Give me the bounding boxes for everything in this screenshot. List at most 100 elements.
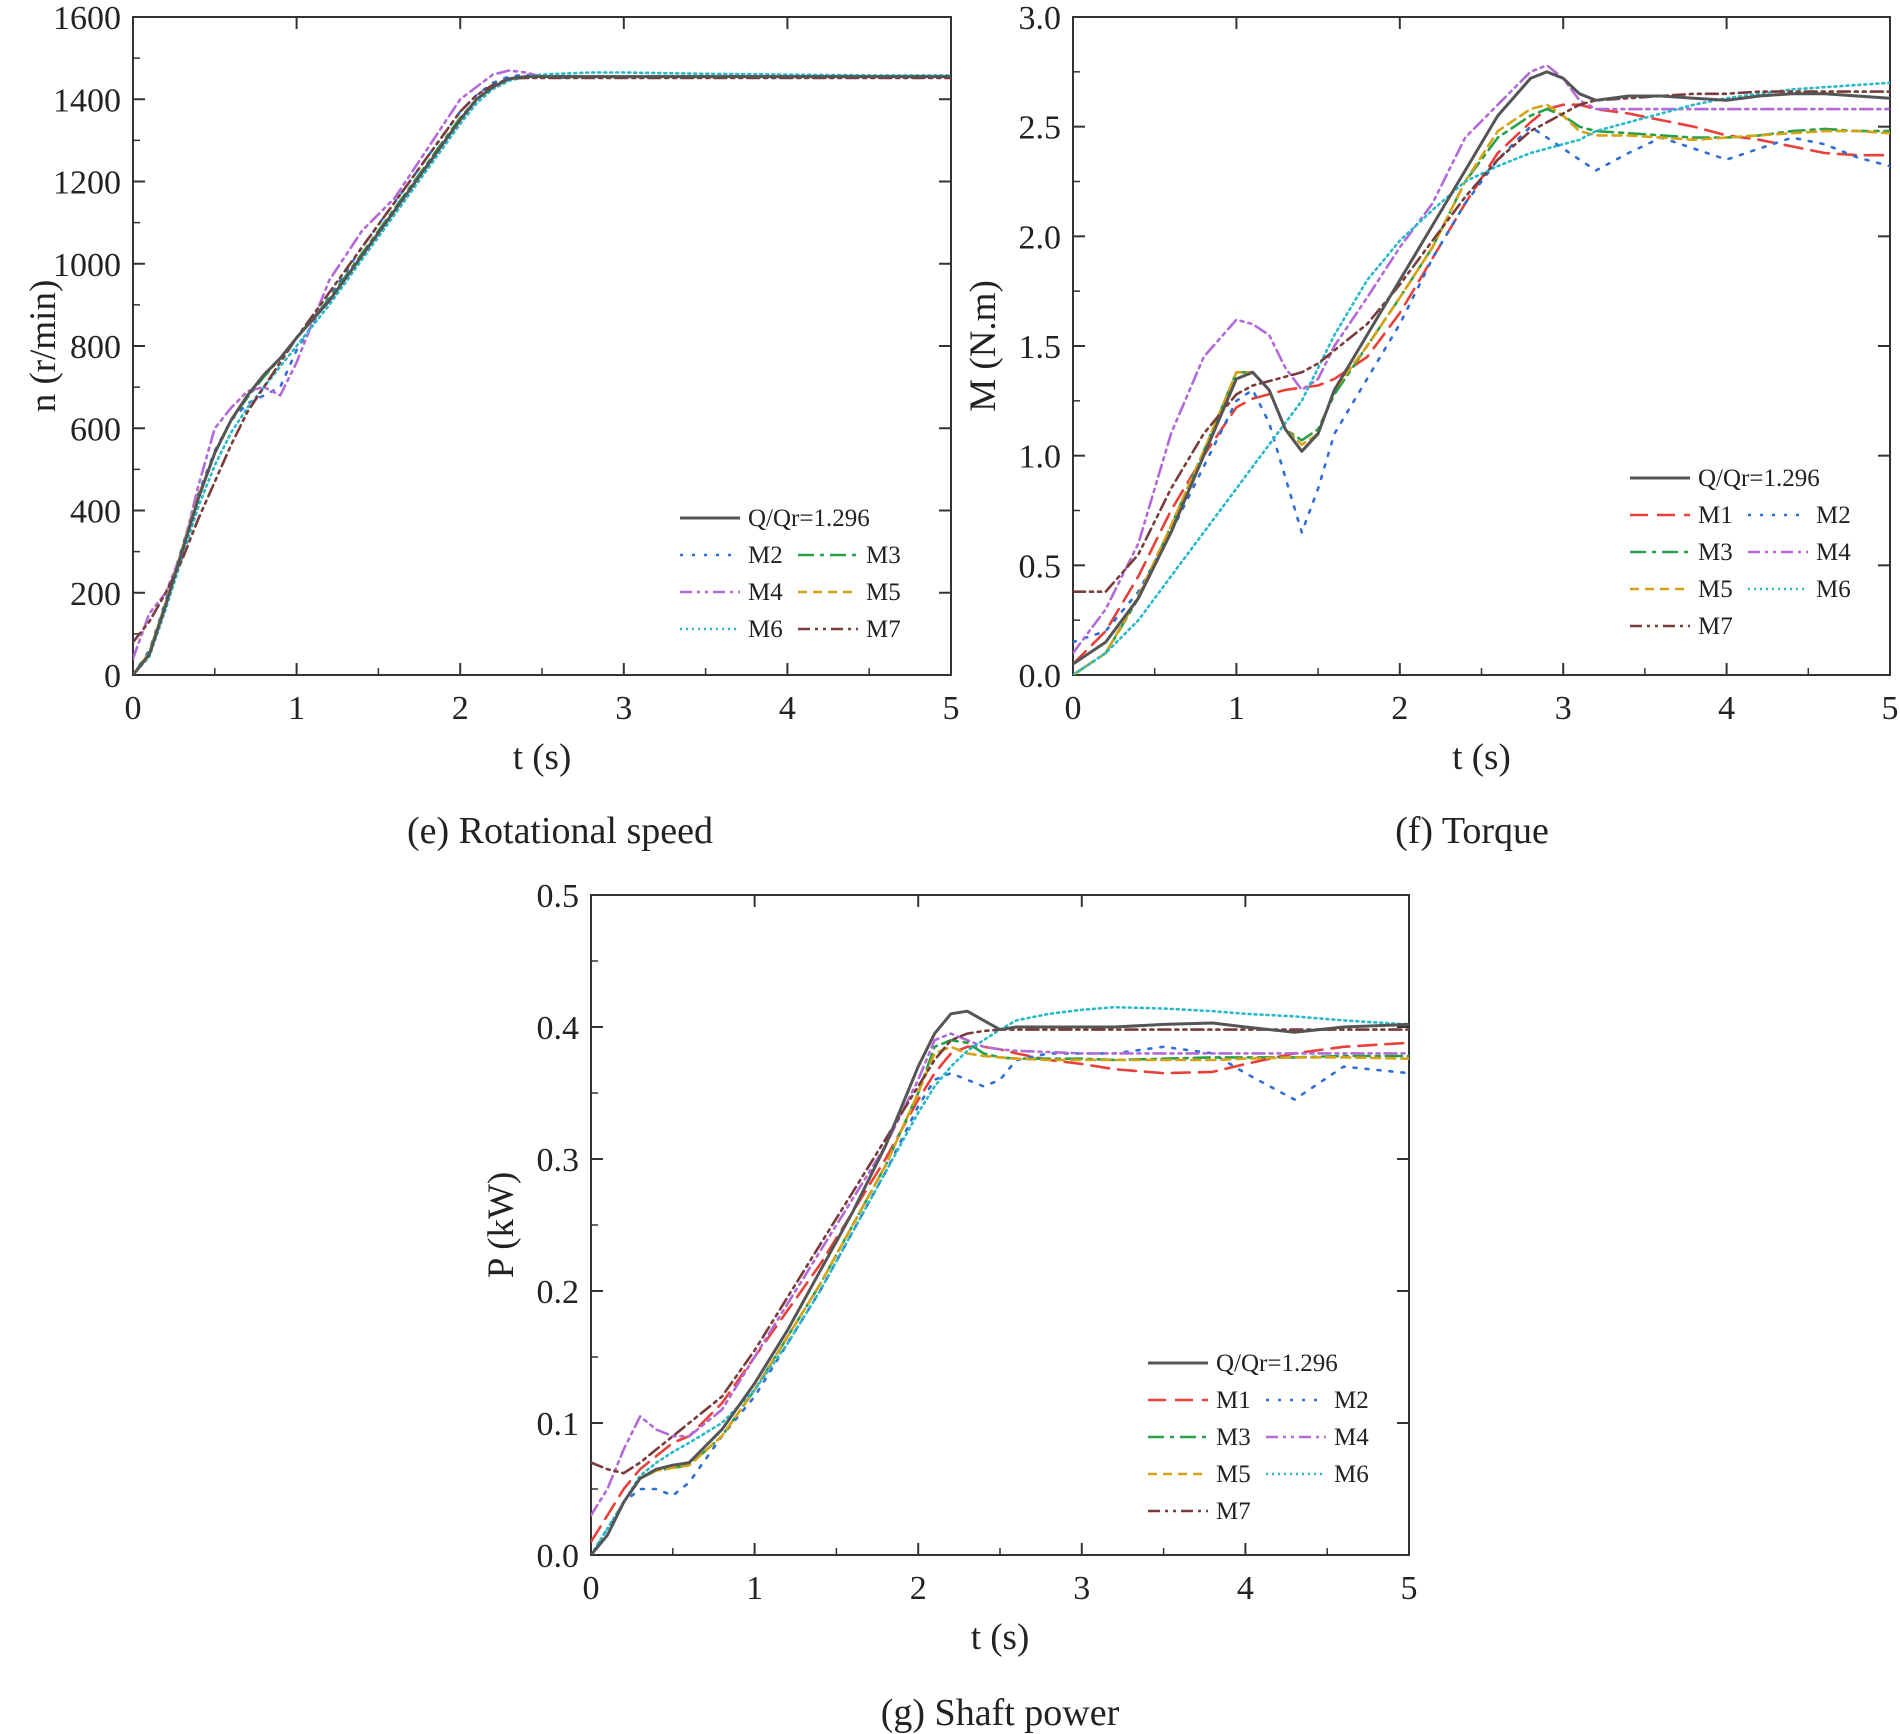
torque-y-axis-title: M (N.m) xyxy=(963,280,1004,412)
power-legend-label-base: Q/Qr=1.296 xyxy=(1216,1350,1338,1377)
speed-xtick-label: 4 xyxy=(779,690,796,727)
torque-xtick-label: 3 xyxy=(1555,690,1572,727)
caption-rotational-speed: (e) Rotational speed xyxy=(407,810,713,852)
speed-legend-label-m5: M5 xyxy=(866,579,901,606)
speed-series-m4 xyxy=(133,69,951,660)
power-ytick-label: 0.2 xyxy=(537,1274,580,1311)
power-plot-frame xyxy=(590,894,1410,1556)
speed-series-m2 xyxy=(133,73,951,675)
power-xtick-label: 5 xyxy=(1401,1570,1418,1607)
power-ytick-label: 0.4 xyxy=(537,1010,580,1047)
speed-series-m6 xyxy=(133,71,951,675)
torque-xtick-label: 2 xyxy=(1391,690,1408,727)
torque-legend-label-m7: M7 xyxy=(1698,613,1733,640)
torque-x-axis-title: t (s) xyxy=(1452,737,1511,778)
speed-legend-label-base: Q/Qr=1.296 xyxy=(748,505,870,532)
power-x-axis-title: t (s) xyxy=(971,1617,1030,1658)
speed-plot-frame xyxy=(132,16,952,676)
power-xtick-label: 3 xyxy=(1073,1570,1090,1607)
speed-series-base xyxy=(133,75,951,675)
speed-xtick-label: 2 xyxy=(452,690,469,727)
power-series-base xyxy=(591,1009,1409,1555)
torque-plot-frame xyxy=(1072,16,1891,676)
power-series-m3 xyxy=(591,1038,1409,1555)
caption-shaft-power: (g) Shaft power xyxy=(881,1692,1120,1734)
speed-legend-label-m7: M7 xyxy=(866,616,901,643)
power-legend-label-m3: M3 xyxy=(1216,1424,1251,1451)
torque-series-m1 xyxy=(1073,103,1890,666)
power-xtick-label: 4 xyxy=(1237,1570,1254,1607)
torque-ytick-label: 0.0 xyxy=(1019,658,1062,695)
power-series-m2 xyxy=(591,1045,1409,1555)
power-legend-label-m4: M4 xyxy=(1334,1424,1369,1451)
speed-x-axis-title: t (s) xyxy=(513,737,572,778)
torque-xtick-label: 0 xyxy=(1065,690,1082,727)
torque-ytick-label: 0.5 xyxy=(1019,548,1062,585)
power-legend-label-m2: M2 xyxy=(1334,1387,1369,1414)
speed-series-m5 xyxy=(133,75,951,675)
torque-legend: Q/Qr=1.296 M1 M2 M3 M4 M5 M6 M7 xyxy=(1630,465,1851,640)
speed-ytick-label: 1600 xyxy=(53,0,121,37)
panel-torque: 0 1 2 3 4 5 0.0 0.5 1.0 1.5 2.0 2.5 3.0 t (s) M (N.m) Q… xyxy=(963,0,1899,778)
speed-y-axis-title: n (r/min) xyxy=(23,280,64,413)
power-ytick-label: 0.5 xyxy=(537,878,580,915)
power-xtick-label: 0 xyxy=(583,1570,600,1607)
speed-ytick-label: 800 xyxy=(70,329,121,366)
speed-xtick-label: 0 xyxy=(125,690,142,727)
torque-ytick-label: 1.0 xyxy=(1019,439,1062,476)
speed-ytick-label: 600 xyxy=(70,411,121,448)
torque-ytick-label: 2.0 xyxy=(1019,219,1062,256)
power-ytick-label: 0.3 xyxy=(537,1142,580,1179)
power-legend-label-m5: M5 xyxy=(1216,1461,1251,1488)
power-legend-label-m1: M1 xyxy=(1216,1387,1251,1414)
caption-torque: (f) Torque xyxy=(1395,810,1549,852)
torque-series-m4 xyxy=(1073,64,1890,655)
power-legend: Q/Qr=1.296 M1 M2 M3 M4 M5 M6 M7 xyxy=(1148,1350,1369,1525)
speed-ytick-label: 200 xyxy=(70,576,121,613)
torque-legend-label-m2: M2 xyxy=(1816,502,1851,529)
power-series-m1 xyxy=(591,1041,1409,1544)
speed-ytick-label: 1400 xyxy=(53,82,121,119)
power-legend-label-m6: M6 xyxy=(1334,1461,1369,1488)
panel-shaft-power: 0 1 2 3 4 5 0.0 0.1 0.2 0.3 0.4 0.5 t (s) P (kW) Q/Qr=… xyxy=(481,878,1418,1658)
torque-ytick-label: 1.5 xyxy=(1019,329,1062,366)
power-xtick-label: 2 xyxy=(910,1570,927,1607)
torque-series-m2 xyxy=(1073,125,1890,644)
power-xtick-label: 1 xyxy=(746,1570,763,1607)
speed-xtick-label: 3 xyxy=(615,690,632,727)
power-ytick-label: 0.1 xyxy=(537,1406,580,1443)
speed-ytick-label: 1000 xyxy=(53,247,121,284)
torque-series-base xyxy=(1073,70,1890,666)
torque-xtick-label: 1 xyxy=(1228,690,1245,727)
panel-rotational-speed: 0 1 2 3 4 5 0 200 400 600 800 1000 1200 1400 1600 t (s)… xyxy=(23,0,960,778)
power-legend-label-m7: M7 xyxy=(1216,1498,1251,1525)
power-series-m6 xyxy=(591,1005,1409,1555)
torque-legend-label-m4: M4 xyxy=(1816,539,1851,566)
speed-series-m3 xyxy=(133,75,951,675)
torque-legend-label-m5: M5 xyxy=(1698,576,1733,603)
speed-legend-label-m3: M3 xyxy=(866,542,901,569)
speed-legend-label-m4: M4 xyxy=(748,579,783,606)
speed-ytick-label: 1200 xyxy=(53,165,121,202)
power-series-m7 xyxy=(591,1028,1409,1475)
speed-series-m7 xyxy=(133,76,951,644)
torque-xtick-label: 5 xyxy=(1882,690,1899,727)
torque-legend-label-m6: M6 xyxy=(1816,576,1851,603)
speed-xtick-label: 5 xyxy=(943,690,960,727)
torque-ytick-label: 2.5 xyxy=(1019,110,1062,147)
speed-ytick-label: 0 xyxy=(104,658,121,695)
torque-legend-label-base: Q/Qr=1.296 xyxy=(1698,465,1820,492)
power-series-m5 xyxy=(591,1045,1409,1555)
torque-xtick-label: 4 xyxy=(1718,690,1735,727)
torque-legend-label-m3: M3 xyxy=(1698,539,1733,566)
torque-series-m6 xyxy=(1073,81,1890,675)
power-y-axis-title: P (kW) xyxy=(481,1172,522,1279)
power-series-m4 xyxy=(591,1032,1409,1517)
speed-legend: Q/Qr=1.296 M2 M3 M4 M5 M6 M7 xyxy=(680,505,901,643)
torque-ytick-label: 3.0 xyxy=(1019,0,1062,37)
speed-ytick-label: 400 xyxy=(70,494,121,531)
torque-series-m7 xyxy=(1073,90,1890,594)
speed-legend-label-m2: M2 xyxy=(748,542,783,569)
speed-xtick-label: 1 xyxy=(288,690,305,727)
